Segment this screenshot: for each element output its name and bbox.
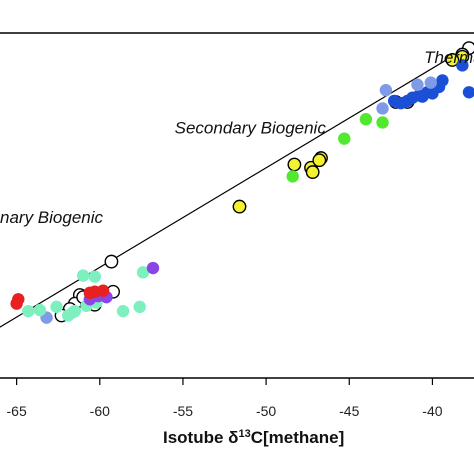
x-tick-label: -55 [173, 403, 193, 419]
data-point [22, 304, 35, 318]
annotation-label: nary Biogenic [0, 208, 104, 227]
fit-line-layer [0, 42, 474, 328]
data-point [436, 74, 449, 87]
data-point [104, 254, 119, 269]
data-point [305, 165, 320, 179]
x-axis-label-superscript: 13 [238, 428, 250, 440]
data-point [424, 76, 437, 89]
data-point [312, 153, 327, 168]
x-axis-label-part-1: Isotube [163, 428, 228, 447]
data-point [338, 132, 351, 145]
x-axis-label-part-2: C[methane] [251, 428, 345, 447]
data-point [50, 300, 63, 314]
annotation-label: Thermal [424, 48, 474, 67]
x-tick-label: -60 [90, 403, 110, 419]
data-point [232, 199, 247, 214]
data-point [376, 116, 389, 129]
data-point [33, 303, 47, 317]
annotation-label: Secondary Biogenic [175, 118, 327, 137]
data-point [88, 270, 102, 283]
x-tick-label: -50 [256, 403, 276, 419]
data-point [387, 94, 401, 108]
plot-area [0, 32, 474, 379]
data-point [146, 261, 160, 275]
data-point [456, 59, 469, 72]
data-point [376, 102, 389, 115]
data-point [426, 87, 439, 100]
data-point [416, 90, 429, 103]
data-point [445, 53, 460, 67]
data-point [83, 286, 97, 300]
data-point [379, 83, 393, 97]
fit-line [0, 42, 474, 328]
data-point [287, 157, 302, 172]
data-point [411, 78, 424, 91]
data-point [462, 86, 474, 99]
x-axis-label-delta: δ [228, 428, 238, 447]
data-point [286, 170, 299, 183]
data-point [66, 306, 80, 319]
data-point [116, 304, 130, 318]
points-layer [10, 41, 474, 324]
data-point [76, 269, 90, 282]
x-ticks: -65 -60 -55 -50 -45 -40 [7, 378, 443, 419]
data-point [96, 284, 110, 297]
data-point [359, 113, 373, 126]
x-tick-label: -40 [422, 403, 442, 419]
x-tick-label: -65 [7, 403, 27, 419]
x-tick-label: -45 [339, 403, 359, 419]
annotations: Thermal Secondary Biogenic nary Biogenic [0, 48, 474, 227]
data-point [10, 297, 23, 310]
x-axis-label: Isotube δ13C[methane] [163, 428, 344, 447]
data-point [133, 300, 146, 314]
data-point [136, 266, 150, 279]
